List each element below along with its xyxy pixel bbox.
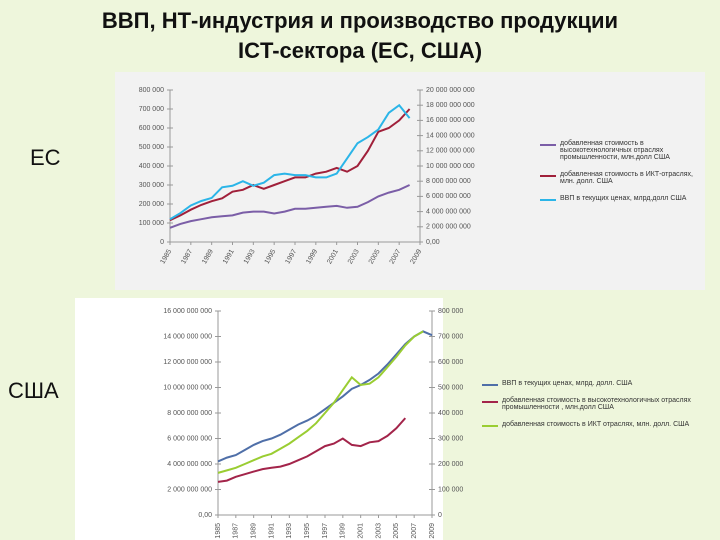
x-tick-label: 1989 — [201, 248, 215, 265]
y2-tick-label: 700 000 — [438, 333, 463, 340]
x-tick-label: 1987 — [180, 248, 194, 265]
region-label: США — [8, 378, 59, 403]
legend-label: ВВП в текущих ценах, млрд.долл США — [560, 195, 687, 202]
legend-swatch — [482, 425, 498, 427]
y2-tick-label: 16 000 000 000 — [426, 117, 475, 124]
series-line — [217, 330, 424, 474]
x-tick-label: 2003 — [347, 248, 361, 265]
y2-tick-label: 600 000 — [438, 359, 463, 366]
y2-tick-label: 100 000 — [438, 486, 463, 493]
legend-label: добавленная стоимость в ИКТ отраслях, мл… — [502, 421, 690, 428]
y-tick-label: 8 000 000 000 — [167, 410, 212, 417]
x-tick-label: 1991 — [222, 248, 236, 265]
y2-tick-label: 0,00 — [426, 239, 440, 246]
legend-item: добавленная стоимость в высокотехнологич… — [540, 140, 700, 161]
x-tick-label: 1993 — [286, 523, 293, 539]
chart-panel — [75, 298, 443, 540]
y2-tick-label: 12 000 000 000 — [426, 148, 475, 155]
y-tick-label: 0,00 — [198, 512, 212, 519]
x-tick-label: 2001 — [326, 248, 340, 265]
legend-label: добавленная стоимость в высокотехнологич… — [560, 140, 670, 161]
legend-swatch — [540, 144, 556, 146]
y-tick-label: 400 000 — [139, 163, 164, 170]
y2-tick-label: 20 000 000 000 — [426, 87, 475, 94]
y2-tick-label: 4 000 000 000 — [426, 208, 471, 215]
x-tick-label: 2009 — [429, 523, 436, 539]
y2-tick-label: 18 000 000 000 — [426, 102, 475, 109]
y-tick-label: 2 000 000 000 — [167, 486, 212, 493]
legend-swatch — [540, 199, 556, 201]
title-line: ВВП, НТ-индустрия и производство продукц… — [101, 8, 619, 33]
series-line — [169, 108, 411, 222]
x-tick-label: 2009 — [409, 248, 423, 265]
series-line — [217, 417, 407, 483]
y-tick-label: 16 000 000 000 — [163, 308, 212, 315]
chart-panel — [115, 72, 705, 290]
x-tick-label: 2003 — [375, 523, 382, 539]
y-tick-label: 600 000 — [139, 125, 164, 132]
legend-item: ВВП в текущих ценах, млрд. долл. США — [482, 380, 697, 387]
y2-tick-label: 14 000 000 000 — [426, 132, 475, 139]
y2-tick-label: 2 000 000 000 — [426, 224, 471, 231]
y-tick-label: 0 — [160, 239, 164, 246]
y-tick-label: 4 000 000 000 — [167, 461, 212, 468]
x-tick-label: 2005 — [393, 523, 400, 539]
x-tick-label: 2007 — [389, 248, 403, 265]
legend-item: ВВП в текущих ценах, млрд.долл США — [540, 195, 700, 202]
x-tick-label: 1999 — [340, 523, 347, 539]
y-tick-label: 700 000 — [139, 106, 164, 113]
legend-swatch — [540, 175, 556, 177]
y-tick-label: 800 000 — [139, 87, 164, 94]
y2-tick-label: 300 000 — [438, 435, 463, 442]
x-tick-label: 1985 — [159, 248, 173, 265]
series-line — [217, 330, 433, 463]
x-tick-label: 1987 — [233, 523, 240, 539]
region-label: ЕС — [30, 145, 61, 170]
x-tick-label: 1995 — [304, 523, 311, 539]
y-tick-label: 100 000 — [139, 220, 164, 227]
x-tick-label: 1989 — [251, 523, 258, 539]
x-tick-label: 1995 — [264, 248, 278, 265]
y-tick-label: 200 000 — [139, 201, 164, 208]
y-tick-label: 12 000 000 000 — [163, 359, 212, 366]
y2-tick-label: 10 000 000 000 — [426, 163, 475, 170]
y-tick-label: 6 000 000 000 — [167, 435, 212, 442]
x-tick-label: 1997 — [284, 248, 298, 265]
x-tick-label: 1997 — [322, 523, 329, 539]
y-tick-label: 14 000 000 000 — [163, 333, 212, 340]
legend-swatch — [482, 384, 498, 386]
legend-item: добавленная стоимость в ИКТ отраслях, мл… — [482, 421, 697, 428]
x-tick-label: 1993 — [243, 248, 257, 265]
x-tick-label: 1991 — [268, 523, 275, 539]
legend-label: ВВП в текущих ценах, млрд. долл. США — [502, 380, 633, 387]
title-line: ICT-сектора (ЕС, США) — [237, 38, 483, 63]
y2-tick-label: 800 000 — [438, 308, 463, 315]
y2-tick-label: 6 000 000 000 — [426, 193, 471, 200]
legend-item: добавленная стоимость в ИКТ-отраслях, мл… — [540, 171, 700, 185]
series-line — [169, 103, 411, 221]
x-tick-label: 1999 — [305, 248, 319, 265]
y2-tick-label: 0 — [438, 512, 442, 519]
legend-label: добавленная стоимость в высокотехнологич… — [502, 397, 691, 411]
legend-label: добавленная стоимость в ИКТ-отраслях, мл… — [560, 171, 693, 185]
legend-item: добавленная стоимость в высокотехнологич… — [482, 397, 697, 411]
y-tick-label: 500 000 — [139, 144, 164, 151]
y2-tick-label: 400 000 — [438, 410, 463, 417]
x-tick-label: 2007 — [411, 523, 418, 539]
x-tick-label: 2001 — [358, 523, 365, 539]
x-tick-label: 1985 — [215, 523, 222, 539]
legend: ВВП в текущих ценах, млрд. долл. США доба… — [482, 380, 697, 438]
series-line — [169, 184, 411, 229]
y2-tick-label: 500 000 — [438, 384, 463, 391]
y-tick-label: 10 000 000 000 — [163, 384, 212, 391]
y-tick-label: 300 000 — [139, 182, 164, 189]
y2-tick-label: 8 000 000 000 — [426, 178, 471, 185]
y2-tick-label: 200 000 — [438, 461, 463, 468]
legend: добавленная стоимость в высокотехнологич… — [540, 140, 700, 212]
x-tick-label: 2005 — [368, 248, 382, 265]
legend-swatch — [482, 401, 498, 403]
